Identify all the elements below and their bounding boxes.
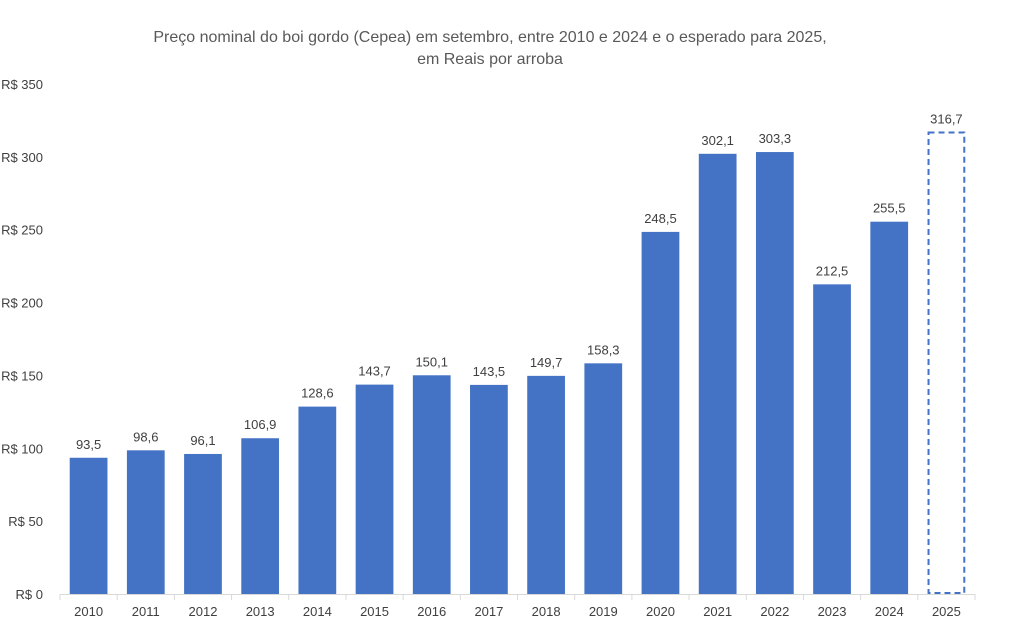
x-tick-label-2016: 2016 — [417, 604, 446, 619]
y-tick-label: R$ 50 — [8, 514, 43, 529]
bar-2010 — [69, 457, 108, 594]
data-label-2019: 158,3 — [587, 342, 620, 357]
bar-2011 — [126, 450, 165, 594]
bar-2017 — [470, 384, 508, 594]
bars — [69, 131, 966, 594]
x-tick-label-2025: 2025 — [932, 604, 961, 619]
data-label-2017: 143,5 — [473, 364, 506, 379]
x-tick-label-2010: 2010 — [74, 604, 103, 619]
y-tick-label: R$ 300 — [1, 150, 43, 165]
data-labels: 93,5 98,6 96,1 106,9 128,6 143,7 150,1 143,5 149… — [76, 112, 963, 452]
bar-2021 — [698, 153, 737, 594]
data-label-2013: 106,9 — [244, 417, 277, 432]
data-label-2010: 93,5 — [76, 437, 101, 452]
data-label-2018: 149,7 — [530, 355, 563, 370]
bar-2022 — [755, 152, 794, 594]
bar-2018 — [527, 375, 565, 594]
chart-title-line-2: em Reais por arroba — [417, 51, 563, 68]
x-tick-label-2020: 2020 — [646, 604, 675, 619]
x-tick-label-2015: 2015 — [360, 604, 389, 619]
bar-2012 — [184, 453, 222, 594]
x-tick-label-2012: 2012 — [189, 604, 218, 619]
x-tick-label-2011: 2011 — [132, 604, 160, 619]
x-tick-label-2013: 2013 — [246, 604, 275, 619]
y-tick-label: R$ 0 — [16, 587, 43, 602]
bar-2013 — [241, 438, 280, 594]
x-tick-label-2017: 2017 — [474, 604, 503, 619]
data-label-2015: 143,7 — [358, 364, 391, 379]
bar-2024 — [870, 221, 909, 594]
data-label-2022: 303,3 — [759, 131, 792, 146]
data-label-2025: 316,7 — [930, 112, 963, 127]
x-tick-label-2019: 2019 — [589, 604, 618, 619]
data-label-2012: 96,1 — [190, 433, 215, 448]
bar-2016 — [412, 375, 451, 594]
data-label-2011: 98,6 — [133, 429, 158, 444]
x-tick-label-2021: 2021 — [703, 604, 732, 619]
bar-2014 — [298, 406, 337, 594]
data-label-2020: 248,5 — [644, 211, 677, 226]
bar-2023 — [813, 284, 851, 594]
chart-title: Preço nominal do boi gordo (Cepea) em se… — [153, 29, 826, 68]
data-label-2024: 255,5 — [873, 201, 906, 216]
y-tick-label: R$ 200 — [1, 296, 43, 311]
chart-title-line-1: Preço nominal do boi gordo (Cepea) em se… — [153, 29, 826, 46]
data-label-2016: 150,1 — [415, 354, 448, 369]
y-tick-label: R$ 100 — [1, 441, 43, 456]
y-tick-label: R$ 350 — [1, 77, 43, 92]
x-tick-label-2018: 2018 — [532, 604, 561, 619]
x-tick-label-2014: 2014 — [303, 604, 332, 619]
x-tick-label-2024: 2024 — [875, 604, 904, 619]
data-label-2021: 302,1 — [701, 133, 734, 148]
bar-projected-2025 — [927, 131, 966, 594]
bar-2020 — [641, 231, 680, 594]
y-tick-label: R$ 250 — [1, 223, 43, 238]
x-axis: 2010 2011 2012 2013 2014 2015 2016 2017 2018 2019… — [59, 594, 976, 619]
data-label-2014: 128,6 — [301, 386, 334, 401]
x-tick-label-2022: 2022 — [760, 604, 789, 619]
y-axis: R$ 0 R$ 50 R$ 100 R$ 150 R$ 200 R$ 250 R$ 300 R… — [1, 77, 43, 602]
bar-2015 — [355, 384, 394, 594]
y-tick-label: R$ 150 — [1, 368, 43, 383]
x-tick-label-2023: 2023 — [818, 604, 847, 619]
data-label-2023: 212,5 — [816, 263, 849, 278]
bar-2019 — [584, 363, 623, 594]
